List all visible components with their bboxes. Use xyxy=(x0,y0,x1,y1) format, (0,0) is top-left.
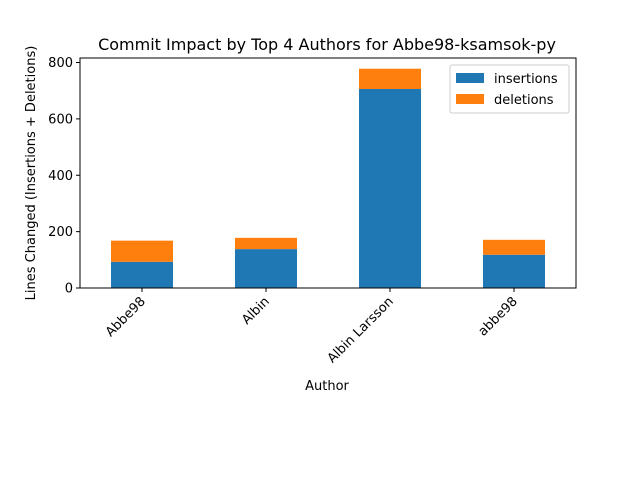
legend-swatch-deletions xyxy=(456,94,484,104)
y-axis-label: Lines Changed (Insertions + Deletions) xyxy=(24,46,39,301)
bar-deletions-0 xyxy=(111,240,173,262)
bar-insertions-1 xyxy=(235,249,297,288)
y-tick-label-4: 800 xyxy=(48,56,73,71)
x-tick-label-3: abbe98 xyxy=(476,294,521,339)
chart-title: Commit Impact by Top 4 Authors for Abbe9… xyxy=(98,35,556,54)
legend: insertions deletions xyxy=(449,64,570,114)
y-tick-label-3: 600 xyxy=(48,112,73,127)
x-axis-label: Author xyxy=(305,379,349,394)
y-tick-label-1: 200 xyxy=(48,225,73,240)
bar-deletions-3 xyxy=(483,239,545,255)
bar-insertions-2 xyxy=(359,89,421,288)
x-tick-label-1: Albin xyxy=(239,294,273,328)
bar-insertions-0 xyxy=(111,261,173,288)
bar-deletions-1 xyxy=(235,237,297,250)
legend-label-insertions: insertions xyxy=(494,72,558,87)
axes-frame xyxy=(79,57,577,289)
bar-insertions-3 xyxy=(483,254,545,288)
y-tick-label-0: 0 xyxy=(65,282,73,297)
y-tick-label-2: 400 xyxy=(48,169,73,184)
x-tick-label-2: Albin Larsson xyxy=(325,294,397,366)
x-tick-label-0: Abbe98 xyxy=(103,294,149,340)
legend-label-deletions: deletions xyxy=(494,93,554,108)
bar-deletions-2 xyxy=(359,68,421,90)
legend-swatch-insertions xyxy=(456,73,484,83)
